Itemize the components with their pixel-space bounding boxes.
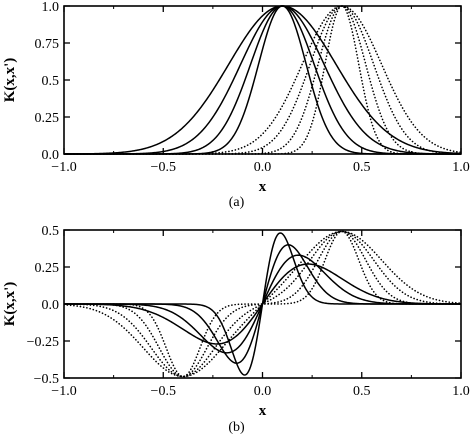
y-axis-label: K(x,x') — [2, 282, 18, 327]
series-solid-1 — [64, 5, 461, 155]
panel-b-chart: −1.0 −0.5 0.0 0.5 1.0−0.5−0.250.00.250.5xK(x… — [2, 224, 470, 434]
x-tick-label: 0.5 — [353, 160, 371, 175]
x-axis-label: x — [259, 179, 267, 195]
y-tick-label: 1.0 — [42, 0, 60, 15]
series-dotted-6 — [64, 5, 461, 155]
x-tick-label: 1.0 — [452, 384, 470, 399]
panel-a-chart: −1.0 −0.5 0.0 0.5 1.0 0.0 0.25 0.5 0.75 1.0 x K(x,x… — [2, 0, 470, 210]
y-tick-label: 0.0 — [42, 148, 60, 163]
y-tick-label: −0.5 — [34, 372, 59, 387]
y-tick-label: −0.25 — [27, 335, 59, 350]
series-dotted-8 — [64, 230, 461, 378]
x-tick-label: −1.0 — [51, 384, 76, 399]
x-axis-label: x — [259, 403, 267, 419]
y-tick-label: 0.25 — [35, 111, 60, 126]
series-solid-3 — [64, 5, 461, 155]
x-tick-label: 0.5 — [353, 384, 371, 399]
y-tick-label: 0.75 — [35, 37, 60, 52]
x-tick-label: −0.5 — [151, 384, 176, 399]
y-tick-label: 0.5 — [42, 224, 60, 239]
series-dotted-5 — [64, 230, 461, 378]
series-dotted-7 — [64, 5, 461, 155]
x-tick-label: 0.0 — [254, 384, 272, 399]
x-tick-label: 1.0 — [452, 160, 470, 175]
series-dotted-8 — [64, 5, 461, 155]
x-tick-label: −0.5 — [151, 160, 176, 175]
series-solid-4 — [64, 5, 461, 155]
y-tick-label: 0.0 — [42, 298, 60, 313]
series-solid-2 — [64, 5, 461, 155]
x-tick-label: 0.0 — [254, 160, 272, 175]
panel-caption: (b) — [228, 420, 245, 434]
plot-frame — [63, 5, 462, 155]
y-tick-label: 0.25 — [35, 261, 60, 276]
y-axis-label: K(x,x') — [2, 58, 18, 103]
y-tick-label: 0.5 — [42, 74, 60, 89]
series-group — [64, 5, 461, 155]
series-group — [64, 230, 461, 378]
panel-caption: (a) — [229, 195, 245, 210]
series-dotted-5 — [64, 5, 461, 155]
x-tick-label: −1.0 — [51, 160, 76, 175]
